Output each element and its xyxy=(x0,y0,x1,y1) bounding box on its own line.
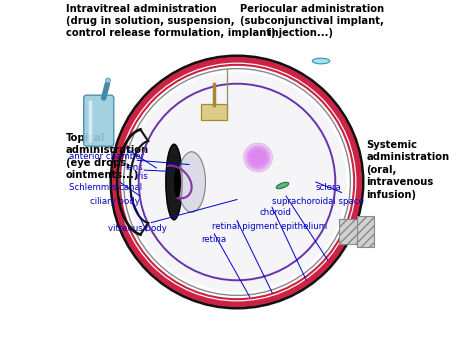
Text: sclera: sclera xyxy=(316,183,341,192)
Text: Schlemm's canal: Schlemm's canal xyxy=(69,183,142,192)
Ellipse shape xyxy=(178,152,206,212)
FancyBboxPatch shape xyxy=(356,216,374,247)
Text: suprachoroidal space: suprachoroidal space xyxy=(272,197,364,206)
Text: anterior chamber: anterior chamber xyxy=(69,152,144,161)
Circle shape xyxy=(248,148,267,167)
Text: iris: iris xyxy=(136,172,148,181)
Ellipse shape xyxy=(276,182,289,189)
Circle shape xyxy=(106,78,110,83)
Text: ciliary body: ciliary body xyxy=(90,197,140,206)
Circle shape xyxy=(244,143,273,172)
Ellipse shape xyxy=(174,166,181,198)
Text: vitreous body: vitreous body xyxy=(108,224,166,233)
Text: retinal pigment epithelium: retinal pigment epithelium xyxy=(212,222,328,231)
Ellipse shape xyxy=(166,144,182,220)
FancyBboxPatch shape xyxy=(339,218,363,244)
FancyBboxPatch shape xyxy=(84,95,114,146)
Circle shape xyxy=(111,56,363,308)
Text: Topical
administration
(eye drops,
ointments...): Topical administration (eye drops, ointm… xyxy=(65,133,149,180)
Text: Systemic
administration
(oral,
intravenous
infusion): Systemic administration (oral, intraveno… xyxy=(366,140,450,199)
Circle shape xyxy=(251,150,265,164)
Ellipse shape xyxy=(312,58,330,64)
FancyBboxPatch shape xyxy=(201,104,227,120)
Circle shape xyxy=(247,147,269,168)
Circle shape xyxy=(245,144,271,171)
Circle shape xyxy=(128,72,346,292)
Text: retina: retina xyxy=(202,235,227,244)
Text: lens: lens xyxy=(125,163,143,172)
Text: Intravitreal administration
(drug in solution, suspension,
control release formu: Intravitreal administration (drug in sol… xyxy=(65,4,275,38)
Text: Periocular administration
(subconjunctival implant,
        injection...): Periocular administration (subconjunctiv… xyxy=(240,4,384,38)
Circle shape xyxy=(246,146,270,169)
Circle shape xyxy=(250,149,266,166)
Text: choroid: choroid xyxy=(260,208,292,217)
Circle shape xyxy=(252,152,264,163)
